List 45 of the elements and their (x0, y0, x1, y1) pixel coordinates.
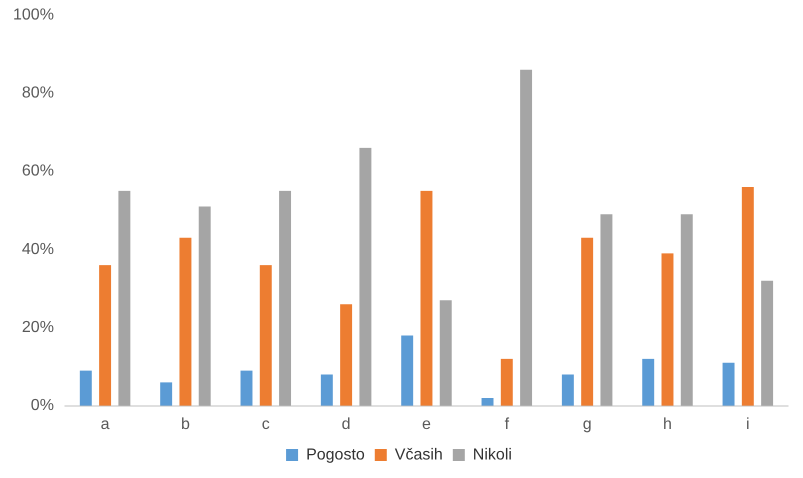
bar (562, 374, 574, 406)
legend-label: Nikoli (472, 446, 512, 464)
bar (662, 253, 674, 406)
bar (482, 398, 494, 406)
bar (118, 190, 130, 406)
bar (680, 214, 693, 406)
bar (642, 358, 654, 406)
x-tick-label: a (100, 416, 110, 433)
bar (160, 382, 172, 406)
legend-label: Včasih (394, 446, 443, 464)
bar (260, 265, 272, 406)
bar (340, 304, 352, 406)
bar (520, 70, 532, 406)
x-tick-label: g (582, 416, 592, 433)
bar (401, 335, 414, 406)
y-tick-label: 100% (13, 6, 54, 24)
bar (722, 362, 735, 406)
bar (179, 238, 192, 406)
bar (761, 280, 774, 406)
bar (420, 190, 432, 406)
bar (581, 238, 594, 406)
y-tick-label: 60% (22, 162, 54, 180)
bar (99, 265, 112, 406)
y-tick-label: 40% (22, 240, 54, 258)
x-tick-label: d (342, 416, 351, 433)
bar (359, 148, 372, 406)
bar (80, 370, 92, 406)
bar (198, 206, 211, 406)
bar (500, 358, 513, 406)
x-tick-label: i (746, 416, 750, 433)
legend-label: Pogosto (306, 446, 365, 464)
bar (600, 214, 612, 406)
x-tick-label: c (262, 416, 270, 433)
x-tick-label: e (422, 416, 432, 433)
x-tick-label: f (504, 416, 510, 433)
bar (742, 186, 754, 406)
bar (240, 370, 252, 406)
y-tick-label: 0% (30, 397, 54, 414)
x-tick-label: h (663, 416, 672, 433)
y-tick-label: 20% (22, 319, 54, 336)
x-tick-label: b (180, 416, 190, 433)
bar (320, 374, 333, 406)
bar (279, 190, 292, 406)
y-tick-label: 80% (22, 84, 54, 102)
bar (440, 300, 452, 406)
